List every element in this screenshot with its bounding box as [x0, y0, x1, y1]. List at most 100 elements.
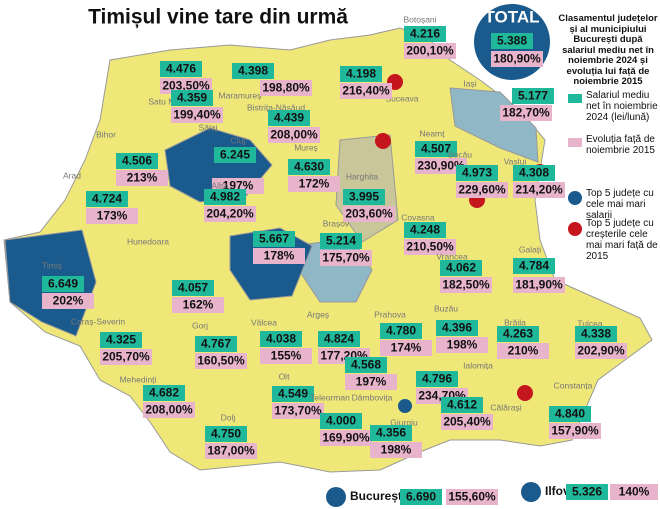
- salary-box: [320, 233, 362, 249]
- county-name: Olt: [279, 371, 291, 381]
- total-label: TOTAL: [484, 7, 539, 26]
- county-name: Neamț: [419, 128, 445, 138]
- county-name: Suceava: [385, 93, 418, 103]
- bucharest-circle: [326, 487, 346, 507]
- salary-box: [380, 323, 422, 339]
- salary: 4.840: [555, 407, 585, 421]
- ilfov-salary-box: [566, 484, 608, 500]
- county-name: Harghita: [346, 171, 378, 181]
- salary: 4.724: [92, 192, 122, 206]
- salary: 4.338: [581, 327, 611, 341]
- growth-box: [100, 349, 152, 365]
- county-name: Sălaj: [199, 122, 218, 132]
- growth: 187,00%: [207, 444, 255, 458]
- salary-box: [195, 336, 237, 352]
- bucharest-growth: 155,60%: [448, 490, 496, 504]
- ilfov-circle: [521, 482, 541, 502]
- growth: 175,70%: [322, 251, 370, 265]
- growth-box: [340, 83, 392, 99]
- growth: 181,90%: [515, 278, 563, 292]
- salary: 4.796: [422, 372, 452, 386]
- growth: 204,20%: [206, 207, 254, 221]
- growth: 182,70%: [502, 106, 550, 120]
- growth: 229,60%: [458, 183, 506, 197]
- salary: 4.057: [178, 281, 208, 295]
- growth-box: [436, 337, 488, 353]
- growth: 169,90%: [322, 431, 370, 445]
- salary: 4.767: [201, 337, 231, 351]
- salary: 4.568: [351, 358, 381, 372]
- salary: 4.439: [274, 111, 304, 125]
- salary-box: [160, 61, 202, 77]
- salary-box: [513, 258, 555, 274]
- salary: 4.216: [410, 27, 440, 41]
- growth-box: [497, 343, 549, 359]
- total-growth-box: [491, 51, 543, 67]
- salary-box: [205, 426, 247, 442]
- growth: 162%: [183, 298, 214, 312]
- growth-box: [549, 423, 601, 439]
- salary-box: [204, 189, 246, 205]
- county-name: Timiș: [42, 260, 62, 270]
- salary: 5.214: [326, 234, 356, 248]
- legend-item: Top 5 județe cu creșterile cele mai mari…: [586, 218, 658, 262]
- salary-box: [232, 63, 274, 79]
- salary-box: [345, 357, 387, 373]
- growth: 178%: [264, 249, 295, 263]
- salary-box: [172, 280, 214, 296]
- county-name: Bihor: [96, 129, 116, 139]
- total-salary: 5.388: [497, 34, 527, 48]
- bucharest-dot: [398, 399, 412, 413]
- salary-box: [497, 326, 539, 342]
- growth-box: [116, 170, 168, 186]
- salary: 4.982: [210, 190, 240, 204]
- growth: 210%: [508, 344, 539, 358]
- salary-box: [272, 386, 314, 402]
- ilfov-salary: 5.326: [572, 485, 602, 499]
- growth: 173,70%: [274, 404, 322, 418]
- growth: 202,90%: [577, 344, 625, 358]
- growth-box: [288, 176, 340, 192]
- salary: 4.325: [106, 333, 136, 347]
- salary: 4.549: [278, 387, 308, 401]
- salary-box: [42, 276, 84, 292]
- growth-box: [500, 105, 552, 121]
- growth-box: [404, 43, 456, 59]
- salary-box: [436, 320, 478, 336]
- salary-box: [214, 147, 256, 163]
- growth: 174%: [391, 341, 422, 355]
- growth: 182,50%: [442, 278, 490, 292]
- total-salary-box: [491, 33, 533, 49]
- salary-box: [370, 425, 412, 441]
- salary: 4.824: [324, 332, 354, 346]
- growth: 198%: [447, 338, 478, 352]
- growth: 230,90%: [417, 159, 465, 173]
- growth: 208,00%: [270, 128, 318, 142]
- county-name: Vaslui: [504, 156, 527, 166]
- salary: 4.198: [346, 67, 376, 81]
- growth: 155%: [271, 349, 302, 363]
- county-name: Prahova: [374, 309, 406, 319]
- county-name: Hunedoara: [127, 236, 169, 246]
- growth-box: [513, 277, 565, 293]
- growth: 205,70%: [102, 350, 150, 364]
- salary: 4.398: [238, 64, 268, 78]
- growth-box: [320, 250, 372, 266]
- salary-box: [100, 332, 142, 348]
- growth: 213%: [127, 171, 158, 185]
- growth: 173%: [97, 209, 128, 223]
- legend-salary-swatch: [568, 94, 582, 103]
- growth-box: [380, 340, 432, 356]
- growth-box: [370, 442, 422, 458]
- legend-heading: Clasamentul județelor și al municipiului…: [558, 13, 658, 87]
- red-dot: [375, 133, 391, 149]
- salary-box: [143, 385, 185, 401]
- growth-box: [143, 402, 195, 418]
- growth-box: [260, 348, 312, 364]
- growth: 198%: [381, 443, 412, 457]
- salary-box: [268, 110, 310, 126]
- county-name: Satu Mare: [148, 96, 187, 106]
- legend-top-salary: [568, 191, 582, 205]
- county-name: Gorj: [192, 320, 208, 330]
